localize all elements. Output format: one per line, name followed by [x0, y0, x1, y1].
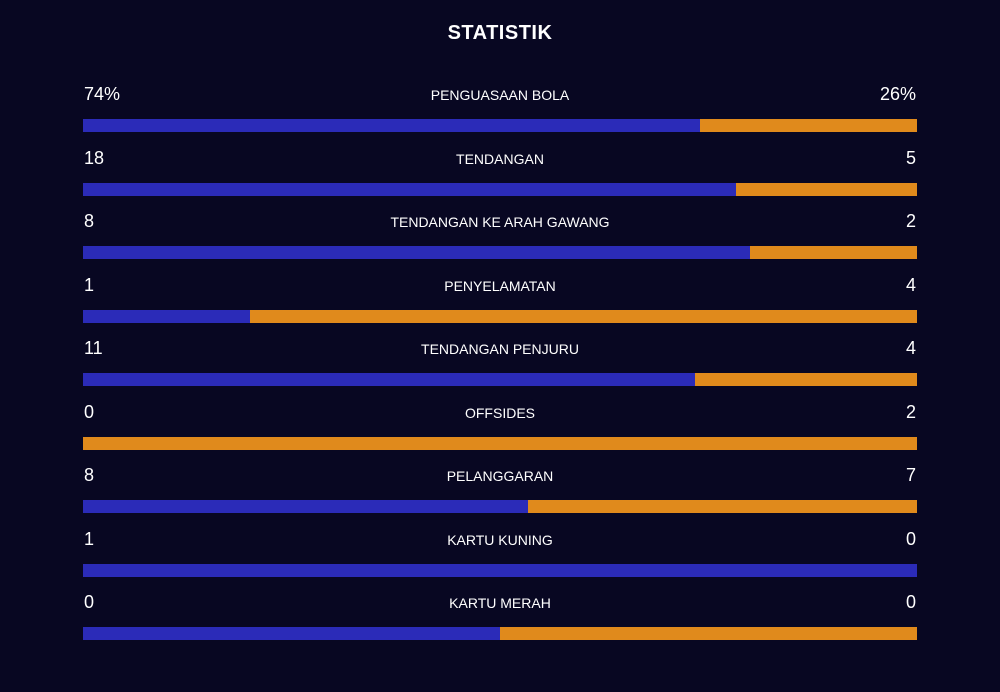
- away-value: 5: [905, 147, 916, 168]
- stat-label: PELANGGARAN: [446, 468, 554, 484]
- home-value: 1: [84, 528, 95, 549]
- comparison-bar: [83, 500, 917, 513]
- away-bar-segment: [695, 373, 917, 386]
- stat-row-offsides: 0 OFFSIDES 2: [83, 396, 917, 460]
- away-value: 26%: [879, 84, 916, 104]
- away-value: 2: [905, 211, 916, 231]
- home-bar-segment: [83, 309, 250, 323]
- away-bar-segment: [700, 119, 917, 132]
- comparison-bar: [83, 373, 917, 386]
- stat-label: PENGUASAAN BOLA: [430, 87, 570, 103]
- comparison-bar: [83, 246, 917, 259]
- away-value: 7: [905, 465, 916, 485]
- home-value: 11: [84, 338, 103, 358]
- home-value: 8: [84, 211, 95, 231]
- away-bar-segment: [250, 309, 917, 323]
- comparison-bar: [83, 182, 917, 196]
- stat-label: TENDANGAN: [456, 150, 544, 167]
- stat-row-yellow-cards: 1 KARTU KUNING 0: [83, 523, 917, 587]
- home-value: 0: [84, 401, 95, 422]
- home-value: 8: [84, 465, 95, 485]
- away-value: 4: [905, 274, 916, 295]
- stat-row-corners: 11 TENDANGAN PENJURU 4: [83, 332, 917, 396]
- away-bar-segment: [500, 627, 917, 640]
- home-value: 18: [84, 147, 105, 168]
- home-bar-segment: [83, 119, 700, 132]
- stat-label: KARTU KUNING: [447, 531, 553, 548]
- stat-row-fouls: 8 PELANGGARAN 7: [83, 459, 917, 523]
- comparison-bar: [83, 627, 917, 640]
- stats-list: 74% PENGUASAAN BOLA 26% 18 TENDANGAN 5: [83, 78, 917, 650]
- away-bar-segment: [528, 500, 917, 513]
- home-bar-segment: [83, 246, 750, 259]
- panel-title: STATISTIK: [447, 22, 553, 44]
- stat-label: TENDANGAN KE ARAH GAWANG: [390, 214, 610, 230]
- stat-row-ball-possession: 74% PENGUASAAN BOLA 26%: [83, 78, 917, 142]
- away-value: 4: [905, 338, 916, 358]
- comparison-bar: [83, 309, 917, 323]
- away-value: 0: [905, 592, 916, 612]
- home-bar-segment: [83, 500, 528, 513]
- away-bar-segment: [736, 182, 917, 196]
- comparison-bar: [83, 563, 917, 577]
- stat-row-saves: 1 PENYELAMATAN 4: [83, 269, 917, 333]
- home-bar-segment: [83, 627, 500, 640]
- stat-label: PENYELAMATAN: [444, 277, 556, 294]
- home-value: 74%: [84, 84, 121, 104]
- stat-label: KARTU MERAH: [449, 595, 551, 611]
- away-bar-segment: [83, 436, 917, 450]
- home-bar-segment: [83, 182, 736, 196]
- home-value: 1: [84, 274, 95, 295]
- home-value: 0: [84, 592, 95, 612]
- away-value: 2: [905, 401, 916, 422]
- away-value: 0: [905, 528, 916, 549]
- home-bar-segment: [83, 373, 695, 386]
- comparison-bar: [83, 436, 917, 450]
- stat-row-shots: 18 TENDANGAN 5: [83, 142, 917, 206]
- stat-row-shots-on-target: 8 TENDANGAN KE ARAH GAWANG 2: [83, 205, 917, 269]
- stat-label: TENDANGAN PENJURU: [421, 341, 579, 357]
- stat-label: OFFSIDES: [464, 404, 535, 421]
- stat-row-red-cards: 0 KARTU MERAH 0: [83, 586, 917, 650]
- comparison-bar: [83, 119, 917, 132]
- away-bar-segment: [750, 246, 917, 259]
- home-bar-segment: [83, 563, 917, 577]
